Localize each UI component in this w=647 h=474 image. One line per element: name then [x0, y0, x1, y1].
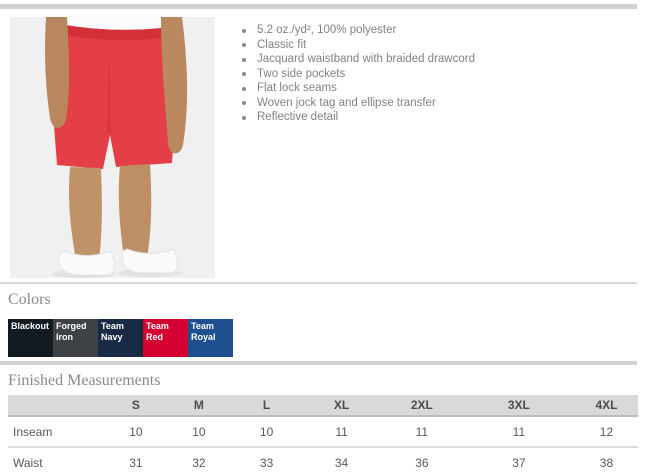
feature-item: Two side pockets: [237, 67, 475, 82]
row-label: Waist: [13, 455, 43, 470]
color-swatch-label: Team Royal: [191, 321, 216, 342]
feature-item: Flat lock seams: [237, 81, 475, 96]
measurement-cell: 10: [259, 424, 274, 439]
color-swatch[interactable]: Blackout: [8, 319, 53, 357]
measurement-cell: 10: [192, 424, 206, 439]
color-swatch-label: Team Navy: [101, 321, 124, 342]
measurements-divider: [0, 361, 637, 365]
color-swatch[interactable]: Team Royal: [188, 319, 233, 357]
feature-item: Woven jock tag and ellipse transfer: [237, 96, 475, 111]
corner-cell: [8, 395, 105, 416]
size-header-cell: 3XL: [507, 398, 530, 412]
row-label: Inseam: [13, 424, 53, 439]
model-in-red-shorts-illustration: [10, 17, 215, 278]
colors-title: Colors: [8, 291, 51, 308]
size-header-row: S M L XL 2XL 3XL 4XL: [8, 395, 638, 416]
measurement-cell: 38: [599, 455, 614, 470]
measurement-cell: 11: [512, 424, 526, 439]
size-header-cell: 4XL: [595, 398, 618, 412]
feature-item: Classic fit: [237, 38, 475, 53]
color-swatch-label: Forged Iron: [56, 321, 87, 342]
color-swatch-label: Blackout: [11, 321, 50, 331]
measurements-title: Finished Measurements: [8, 372, 161, 389]
color-swatch-row: Blackout Forged Iron Team Navy Team Red …: [8, 319, 647, 357]
product-photo: [10, 17, 215, 278]
feature-list: 5.2 oz./yd², 100% polyester Classic fit …: [237, 23, 475, 278]
measurement-cell: 36: [415, 455, 429, 470]
table-row-inseam: Inseam 10 10 10 11 11 11 12: [8, 416, 638, 447]
size-header-cell: M: [193, 398, 204, 412]
measurement-cell: 31: [129, 455, 143, 470]
measurements-table-head: S M L XL 2XL 3XL 4XL: [8, 395, 638, 416]
measurements-table: S M L XL 2XL 3XL 4XL Inseam: [8, 395, 638, 474]
measurements-table-body: Inseam 10 10 10 11 11 11 12 Waist: [8, 416, 638, 474]
feature-item: 5.2 oz./yd², 100% polyester: [237, 23, 475, 38]
measurements-section: Finished Measurements S M L XL 2XL 3XL: [0, 372, 647, 474]
color-swatch[interactable]: Team Red: [143, 319, 188, 357]
measurement-cell: 37: [512, 455, 526, 470]
measurement-cell: 32: [192, 455, 206, 470]
measurement-cell: 11: [335, 424, 348, 439]
measurement-cell: 33: [259, 455, 274, 470]
size-header-cell: L: [262, 398, 271, 412]
color-swatch[interactable]: Team Navy: [98, 319, 143, 357]
measurement-cell: 11: [415, 424, 429, 439]
color-swatch[interactable]: Forged Iron: [53, 319, 98, 357]
feature-item: Jacquard waistband with braided drawcord: [237, 52, 475, 67]
product-overview-section: 5.2 oz./yd², 100% polyester Classic fit …: [0, 17, 647, 278]
top-divider: [0, 4, 637, 9]
measurement-cell: 34: [334, 455, 349, 470]
measurement-cell: 12: [599, 424, 614, 439]
colors-section: Colors Blackout Forged Iron Team Navy Te…: [0, 291, 647, 357]
table-row-waist: Waist 31 32 33 34 36 37 38: [8, 447, 638, 474]
color-swatch-label: Team Red: [146, 321, 169, 342]
feature-item: Reflective detail: [237, 110, 475, 125]
measurement-cell: 10: [129, 424, 143, 439]
colors-divider: [0, 282, 637, 284]
size-header-cell: 2XL: [410, 398, 433, 412]
size-header-cell: XL: [333, 398, 350, 412]
size-header-cell: S: [131, 398, 140, 412]
